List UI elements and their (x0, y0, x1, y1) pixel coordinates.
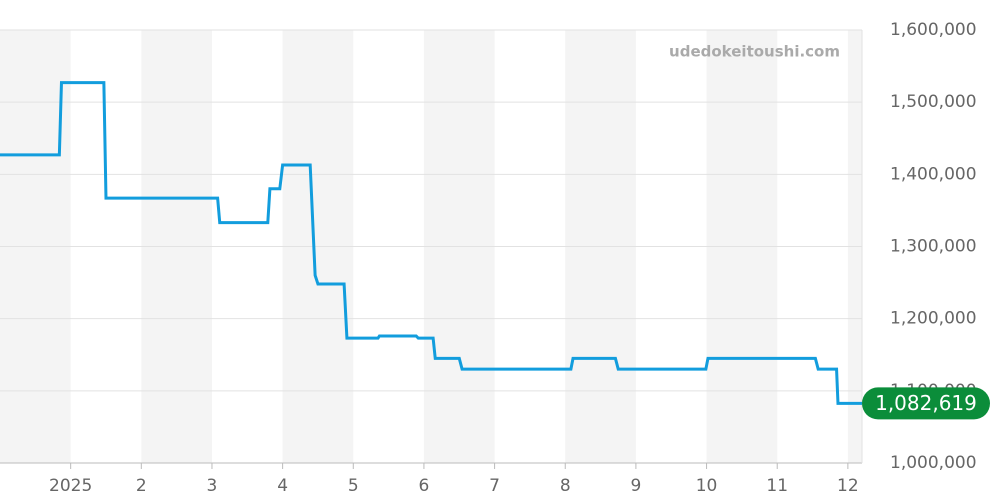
x-tick-label: 7 (489, 476, 500, 496)
value-label: 1,082,619 (875, 391, 977, 415)
x-tick-label: 5 (348, 476, 359, 496)
x-tick-label: 4 (277, 476, 288, 496)
x-tick-label: 2 (136, 476, 147, 496)
price-line (0, 81, 862, 405)
y-tick-label: 1,200,000 (890, 309, 977, 329)
x-tick-label: 6 (419, 476, 430, 496)
x-tick-label: 9 (630, 476, 641, 496)
y-tick-label: 1,000,000 (890, 453, 977, 473)
value-badge (862, 387, 990, 420)
watermark: udedokeitoushi.com (669, 43, 840, 61)
x-tick-label: 3 (207, 476, 218, 496)
y-tick-label: 1,500,000 (890, 92, 977, 112)
x-tick-label: 8 (560, 476, 571, 496)
y-tick-label: 1,400,000 (890, 164, 977, 184)
y-tick-label: 1,300,000 (890, 237, 977, 257)
x-tick-label: 10 (696, 476, 718, 496)
x-tick-label: 2025 (49, 476, 92, 496)
x-tick-label: 11 (766, 476, 788, 496)
y-tick-label: 1,600,000 (890, 20, 977, 40)
x-tick-label: 12 (837, 476, 859, 496)
